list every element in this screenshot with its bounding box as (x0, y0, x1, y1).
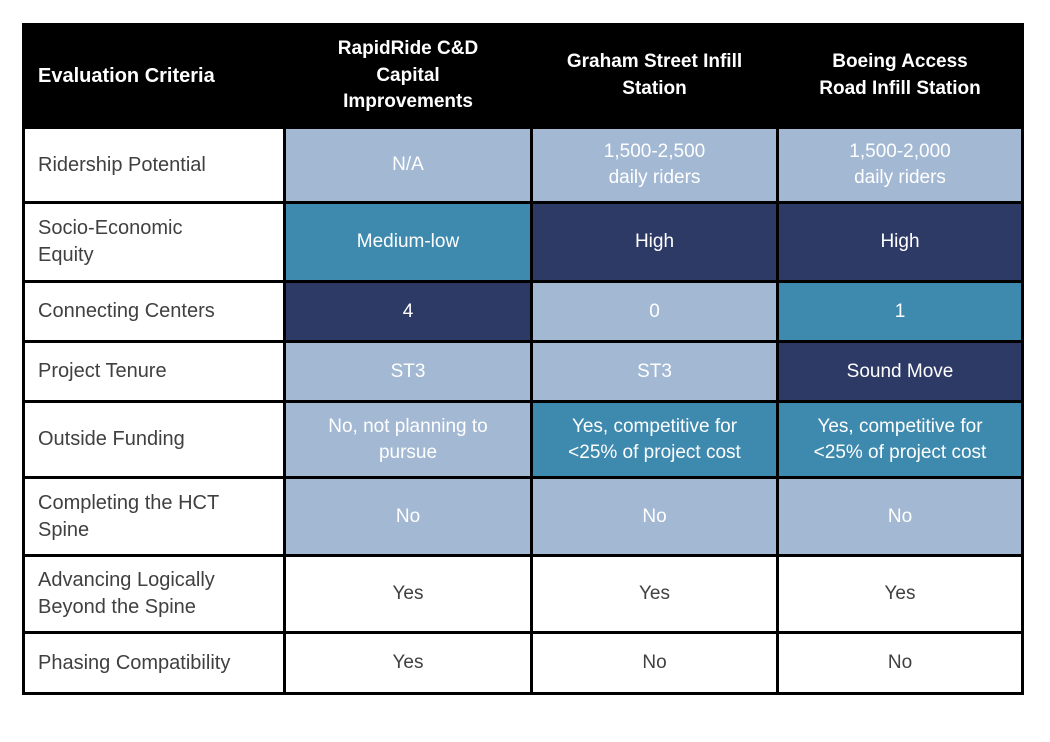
cell-graham-value: No (530, 631, 779, 695)
header-col-boeing-access: Boeing Access Road Infill Station (776, 23, 1024, 129)
header-col-rapidride-cd: RapidRide C&D Capital Improvements (283, 23, 533, 129)
table-row: Socio-Economic Equity Medium-low High Hi… (22, 201, 1024, 283)
cell-graham-value: 0 (530, 280, 779, 343)
cell-rapidride-value: Yes (283, 554, 533, 634)
cell-rapidride-value: 4 (283, 280, 533, 343)
cell-graham-value: ST3 (530, 340, 779, 403)
row-label: Connecting Centers (22, 280, 286, 343)
table-header: Evaluation Criteria RapidRide C&D Capita… (22, 23, 1024, 129)
cell-boeing-value: Sound Move (776, 340, 1024, 403)
table-body: Ridership Potential N/A 1,500-2,500 dail… (22, 126, 1024, 695)
table-row: Completing the HCT Spine No No No (22, 476, 1024, 557)
cell-boeing-value: Yes (776, 554, 1024, 634)
header-col-graham-street: Graham Street Infill Station (530, 23, 779, 129)
table-row: Project Tenure ST3 ST3 Sound Move (22, 340, 1024, 403)
evaluation-table-container: Evaluation Criteria RapidRide C&D Capita… (22, 23, 1024, 695)
table-row: Ridership Potential N/A 1,500-2,500 dail… (22, 126, 1024, 204)
cell-rapidride-value: Yes (283, 631, 533, 695)
cell-graham-value: High (530, 201, 779, 283)
cell-graham-value: 1,500-2,500 daily riders (530, 126, 779, 204)
cell-boeing-value: 1,500-2,000 daily riders (776, 126, 1024, 204)
row-label: Completing the HCT Spine (22, 476, 286, 557)
cell-boeing-value: High (776, 201, 1024, 283)
row-label: Outside Funding (22, 400, 286, 479)
cell-boeing-value: No (776, 476, 1024, 557)
table-row: Advancing Logically Beyond the Spine Yes… (22, 554, 1024, 634)
row-label: Ridership Potential (22, 126, 286, 204)
table-row: Outside Funding No, not planning to purs… (22, 400, 1024, 479)
row-label: Socio-Economic Equity (22, 201, 286, 283)
cell-rapidride-value: No, not planning to pursue (283, 400, 533, 479)
cell-rapidride-value: ST3 (283, 340, 533, 403)
cell-graham-value: No (530, 476, 779, 557)
cell-rapidride-value: N/A (283, 126, 533, 204)
row-label: Advancing Logically Beyond the Spine (22, 554, 286, 634)
row-label: Project Tenure (22, 340, 286, 403)
cell-rapidride-value: Medium-low (283, 201, 533, 283)
header-evaluation-criteria: Evaluation Criteria (22, 23, 286, 129)
cell-boeing-value: 1 (776, 280, 1024, 343)
cell-boeing-value: No (776, 631, 1024, 695)
header-row: Evaluation Criteria RapidRide C&D Capita… (22, 23, 1024, 129)
cell-rapidride-value: No (283, 476, 533, 557)
cell-graham-value: Yes, competitive for <25% of project cos… (530, 400, 779, 479)
evaluation-criteria-table: Evaluation Criteria RapidRide C&D Capita… (22, 23, 1024, 695)
cell-boeing-value: Yes, competitive for <25% of project cos… (776, 400, 1024, 479)
row-label: Phasing Compatibility (22, 631, 286, 695)
table-row: Connecting Centers 4 0 1 (22, 280, 1024, 343)
table-row: Phasing Compatibility Yes No No (22, 631, 1024, 695)
cell-graham-value: Yes (530, 554, 779, 634)
